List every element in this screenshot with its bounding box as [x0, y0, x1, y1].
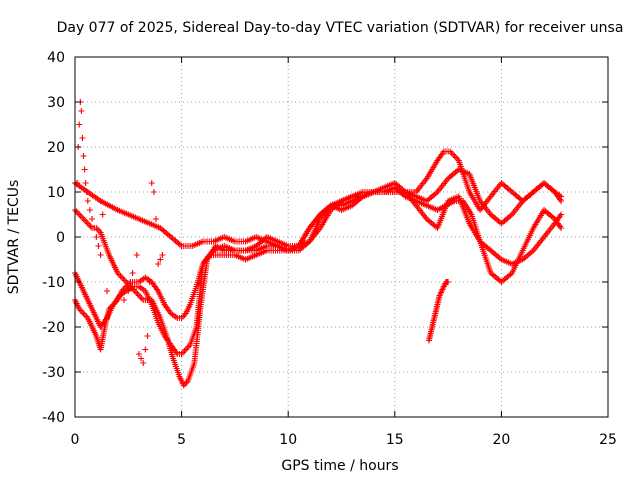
- data-point: [103, 288, 110, 294]
- data-point: [79, 135, 86, 141]
- data-point: [97, 252, 104, 258]
- x-tick-label: 5: [177, 432, 186, 448]
- x-tick-label: 15: [386, 432, 404, 448]
- x-tick-label: 10: [279, 432, 297, 448]
- data-point: [445, 279, 452, 285]
- data-point: [135, 351, 142, 357]
- data-point: [86, 207, 93, 213]
- y-tick-label: 0: [56, 230, 65, 246]
- data-point: [558, 198, 565, 204]
- y-axis-label: SDTVAR / TECUs: [6, 180, 22, 295]
- data-point: [91, 225, 98, 231]
- data-point: [148, 180, 155, 186]
- y-tick-label: 10: [47, 185, 65, 201]
- data-point: [78, 108, 85, 114]
- data-point: [558, 211, 565, 218]
- data-point: [144, 333, 151, 339]
- data-point: [83, 189, 90, 195]
- data-point: [142, 346, 149, 353]
- axis-ticks: 0 5 10 15 20 25 40 30 20 10 0 -10 -20 -30 -40: [42, 50, 617, 448]
- data-point: [84, 198, 91, 204]
- x-axis-label: GPS time / hours: [281, 458, 398, 474]
- data-point: [153, 216, 160, 222]
- y-tick-label: 40: [47, 50, 65, 66]
- data-point: [146, 279, 153, 285]
- y-tick-label: 20: [47, 140, 65, 156]
- data-point: [129, 270, 136, 276]
- data-point: [80, 153, 87, 159]
- y-tick-label: -40: [42, 410, 65, 426]
- data-point: [121, 297, 128, 303]
- chart-title: Day 077 of 2025, Sidereal Day-to-day VTE…: [57, 20, 624, 36]
- y-tick-label: 30: [47, 95, 65, 111]
- data-point: [150, 189, 157, 195]
- data-point: [95, 243, 102, 249]
- data-point: [140, 360, 147, 366]
- data-point: [81, 166, 88, 173]
- data-point: [125, 288, 132, 294]
- x-tick-label: 25: [599, 432, 617, 448]
- grid: [75, 57, 608, 417]
- y-tick-label: -30: [42, 365, 65, 381]
- data-point: [82, 180, 89, 186]
- y-tick-label: -10: [42, 275, 65, 291]
- data-point: [99, 211, 106, 218]
- data-point: [138, 355, 145, 362]
- data-point: [157, 256, 164, 263]
- data-point: [155, 261, 162, 267]
- data-point: [89, 216, 96, 222]
- data-point: [93, 234, 100, 240]
- data-point: [133, 252, 140, 258]
- data-point: [159, 252, 166, 258]
- x-tick-label: 0: [71, 432, 80, 448]
- data-points: [72, 99, 565, 389]
- y-tick-label: -20: [42, 320, 65, 336]
- data-point: [76, 121, 83, 128]
- data-point: [558, 225, 565, 231]
- x-tick-label: 20: [492, 432, 510, 448]
